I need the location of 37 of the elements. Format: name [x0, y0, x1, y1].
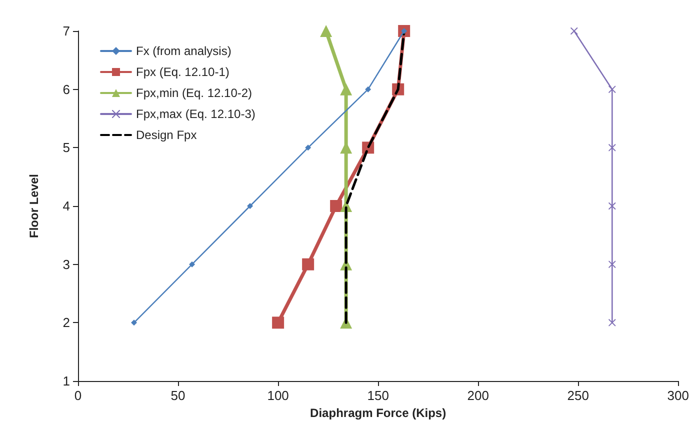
y-tick-label: 2	[62, 315, 70, 330]
point	[330, 200, 342, 212]
point	[131, 320, 138, 326]
legend-label: Fpx (Eq. 12.10-1)	[136, 65, 230, 79]
point	[247, 203, 254, 209]
y-tick-label: 5	[62, 140, 70, 156]
x-tick-label: 150	[367, 388, 389, 403]
x-tick-label: 200	[467, 388, 489, 403]
x-tick-label: 0	[74, 388, 82, 403]
x-tick-label: 100	[267, 388, 289, 403]
point	[302, 258, 314, 270]
legend-label: Design Fpx	[136, 128, 197, 142]
y-tick-label: 7	[62, 24, 70, 38]
x-axis-title: Diaphragm Force (Kips)	[310, 406, 446, 420]
point	[608, 86, 616, 93]
point	[570, 28, 578, 34]
y-tick-label: 4	[62, 198, 70, 214]
point	[340, 83, 352, 96]
y-tick-label: 1	[62, 374, 70, 388]
point	[608, 144, 616, 152]
legend-label: Fpx,max (Eq. 12.10-3)	[136, 107, 256, 121]
x-tick-label: 50	[170, 388, 186, 403]
y-tick-label: 3	[62, 256, 70, 272]
point	[608, 319, 616, 326]
x-tick-label: 250	[567, 388, 589, 403]
point	[608, 202, 616, 210]
point	[305, 144, 312, 151]
legend-label: Fpx,min (Eq. 12.10-2)	[136, 86, 252, 100]
y-axis-title: Floor Level	[27, 174, 41, 238]
x-tick-label: 300	[667, 388, 690, 403]
y-tick-label: 6	[62, 82, 70, 97]
point	[189, 261, 196, 268]
point	[608, 260, 616, 268]
legend-label: Fx (from analysis)	[136, 44, 232, 58]
point	[320, 25, 332, 37]
point	[365, 86, 372, 92]
point	[272, 316, 284, 329]
